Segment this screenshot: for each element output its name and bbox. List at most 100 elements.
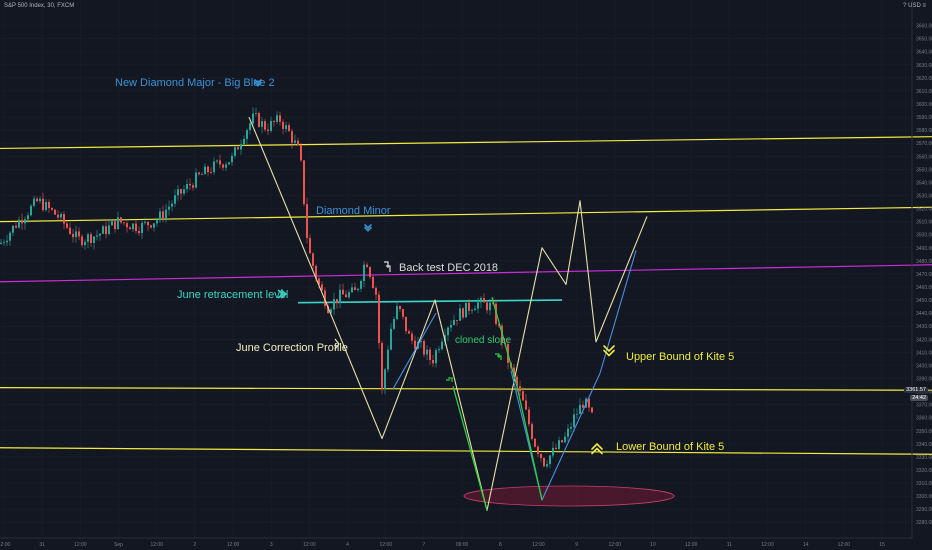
candle-body — [543, 457, 545, 467]
candle-body — [558, 440, 560, 450]
candle-body — [177, 189, 179, 196]
candle-body — [60, 213, 62, 218]
annotation-june-correction: June Correction Profile — [236, 342, 348, 354]
back-test-bracket-icon — [384, 261, 391, 272]
candle-body — [384, 369, 386, 390]
chevron-diamond-minor-icon — [364, 224, 372, 232]
candle-body — [165, 209, 167, 219]
x-tick-label: 11 — [727, 542, 732, 548]
candle-body — [534, 438, 536, 447]
candle-body — [339, 289, 341, 304]
candle-body — [186, 183, 188, 190]
chevron-markers — [254, 79, 615, 455]
candle-body — [96, 235, 98, 237]
x-tick-label: 4 — [346, 542, 349, 548]
y-tick-label: 3570.00 — [916, 141, 932, 147]
candle-body — [144, 221, 146, 223]
candle-body — [264, 121, 266, 130]
target-zone-ellipse — [463, 485, 675, 507]
trend-line — [0, 206, 932, 223]
candle-body — [453, 320, 455, 325]
candle-body — [522, 391, 524, 401]
candle-body — [180, 189, 182, 194]
candle-body — [66, 223, 68, 228]
candle-body — [348, 292, 350, 298]
candle-body — [414, 340, 416, 349]
candle-body — [99, 233, 101, 236]
chevron-correction-icon — [334, 338, 340, 350]
candle-body — [3, 242, 5, 244]
y-tick-label: 3560.00 — [916, 154, 932, 160]
y-tick-label: 3390.00 — [916, 376, 932, 382]
grid-lines — [0, 0, 912, 538]
candle-body — [39, 198, 41, 202]
x-tick-label: 12:00 — [761, 542, 774, 548]
candle-body — [105, 226, 107, 235]
x-tick-label: 12:00 — [303, 542, 316, 548]
annotation-june-retracement: June retracement level — [177, 289, 289, 301]
y-tick-label: 3280.00 — [916, 520, 932, 526]
y-tick-label: 3480.00 — [916, 259, 932, 265]
candle-body — [573, 414, 575, 427]
green-bracket-icon-2 — [495, 353, 502, 360]
candle-body — [390, 328, 392, 350]
candle-body — [321, 284, 323, 291]
chevron-upper-bound-icon — [603, 345, 615, 357]
candle-body — [84, 241, 86, 246]
y-tick-label: 3430.00 — [916, 324, 932, 330]
candle-body — [528, 409, 530, 425]
y-tick-label: 3550.00 — [916, 167, 932, 173]
candle-body — [519, 386, 521, 392]
candle-body — [303, 160, 305, 205]
candle-body — [423, 341, 425, 355]
candle-body — [291, 131, 293, 143]
time-axis[interactable]: 12:00 31 12:00 Sep 12:00 2 12:00 3 12:00 4 12:00 7 0… — [0, 542, 885, 548]
candle-body — [483, 298, 485, 303]
candle-body — [207, 166, 209, 173]
x-tick-label: 7 — [423, 542, 426, 548]
candle-body — [162, 211, 164, 219]
candle-body — [540, 453, 542, 458]
candle-body — [36, 198, 38, 202]
y-tick-label: 3420.00 — [916, 337, 932, 343]
candle-body — [30, 205, 32, 216]
y-tick-label: 3540.00 — [916, 180, 932, 186]
candle-body — [408, 331, 410, 334]
y-tick-label: 3290.00 — [916, 507, 932, 513]
candle-body — [489, 302, 491, 311]
candle-body — [474, 308, 476, 311]
x-tick-label: 8 — [499, 542, 502, 548]
candle-body — [240, 144, 242, 150]
y-tick-label: 3580.00 — [916, 128, 932, 134]
candle-body — [294, 140, 296, 143]
candle-body — [90, 234, 92, 243]
symbol-title[interactable]: S&P 500 Index, 30, FXCM — [4, 3, 75, 9]
candle-body — [231, 155, 233, 163]
annotation-diamond-minor: Diamond Minor — [316, 205, 391, 217]
candle-body — [189, 183, 191, 186]
candle-body — [420, 341, 422, 342]
candle-body — [375, 288, 377, 295]
candle-body — [300, 145, 302, 161]
x-tick-label: 31 — [39, 542, 45, 548]
candle-body — [123, 222, 125, 224]
candle-body — [258, 113, 260, 127]
candle-body — [411, 333, 413, 341]
candle-body — [582, 404, 584, 408]
y-tick-label: 3340.00 — [916, 442, 932, 448]
y-tick-label: 3320.00 — [916, 468, 932, 474]
candle-body — [537, 446, 539, 454]
candle-body — [549, 455, 551, 465]
annotation-lower-bound: Lower Bound of Kite 5 — [616, 441, 725, 453]
y-tick-label: 3640.00 — [916, 50, 932, 56]
currency-label[interactable]: ? USD ≡ — [903, 3, 926, 9]
candle-body — [288, 125, 290, 132]
price-axis[interactable]: 3280.00 3290.00 3300.00 3310.00 3320.00 3330.… — [916, 24, 932, 527]
candle-body — [114, 221, 116, 230]
candle-body — [222, 164, 224, 168]
candle-body — [93, 236, 95, 243]
candle-body — [282, 121, 284, 129]
candle-body — [561, 440, 563, 443]
candle-body — [225, 164, 227, 168]
